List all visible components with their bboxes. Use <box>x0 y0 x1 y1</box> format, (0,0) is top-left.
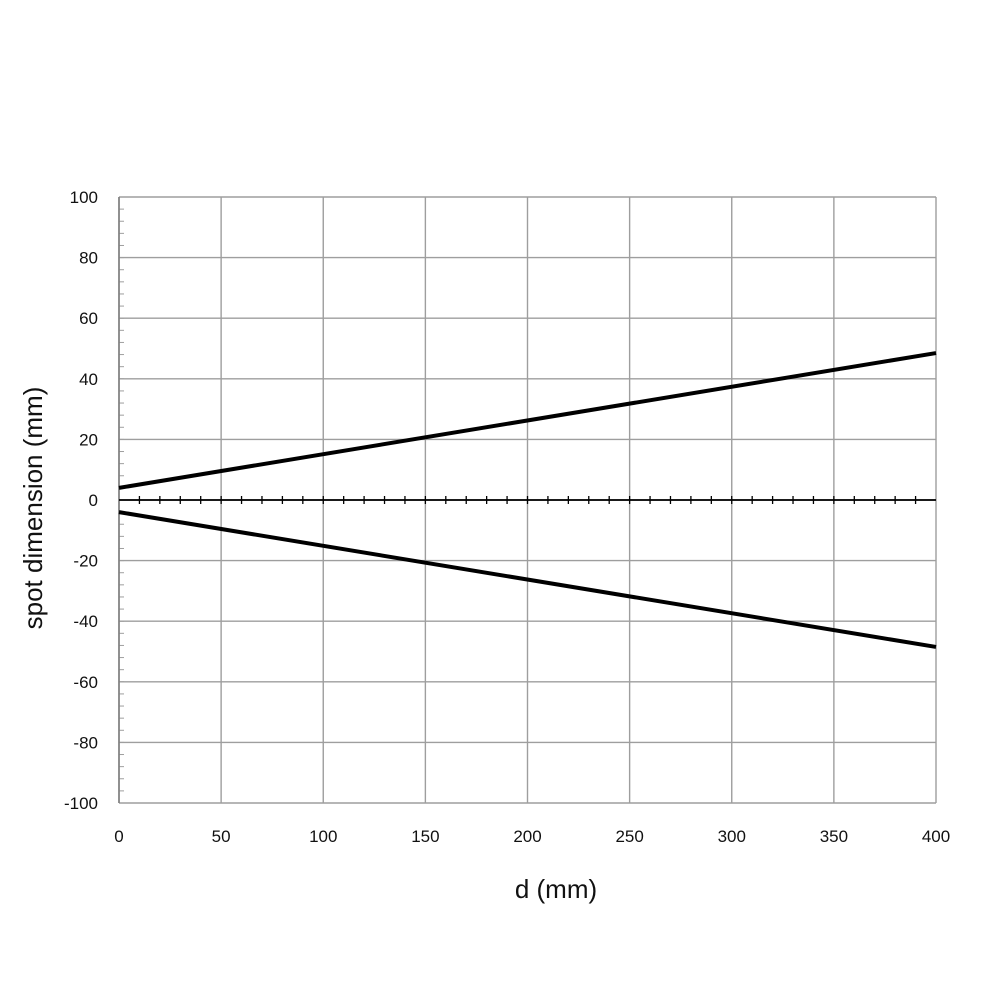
x-tick-label: 350 <box>820 827 848 846</box>
x-axis-title: d (mm) <box>515 874 597 904</box>
y-tick-labels: 100 80 60 40 20 0 -20 -40 -60 -80 -100 <box>64 188 98 813</box>
x-tick-label: 250 <box>615 827 643 846</box>
x-tick-label: 400 <box>922 827 950 846</box>
y-tick-label: -80 <box>73 733 98 752</box>
y-tick-label: -40 <box>73 612 98 631</box>
axes <box>118 197 936 803</box>
x-tick-label: 50 <box>212 827 231 846</box>
grid <box>118 196 937 804</box>
y-tick-label: 100 <box>70 188 98 207</box>
series-line-2 <box>118 510 937 649</box>
x-tick-label: 300 <box>718 827 746 846</box>
x-tick-labels: 0 50 100 150 200 250 300 350 400 <box>114 827 950 846</box>
y-tick-label: -20 <box>73 552 98 571</box>
y-tick-label: -100 <box>64 794 98 813</box>
y-tick-label: 20 <box>79 430 98 449</box>
series-line-1 <box>118 351 937 490</box>
y-tick-label: 0 <box>89 491 98 510</box>
y-tick-label: 60 <box>79 309 98 328</box>
x-tick-label: 0 <box>114 827 123 846</box>
y-axis-title: spot dimension (mm) <box>18 387 48 630</box>
x-tick-label: 150 <box>411 827 439 846</box>
x-tick-label: 100 <box>309 827 337 846</box>
series-lines <box>118 351 937 649</box>
y-tick-label: -60 <box>73 673 98 692</box>
y-tick-label: 80 <box>79 249 98 268</box>
y-tick-label: 40 <box>79 370 98 389</box>
x-tick-label: 200 <box>513 827 541 846</box>
